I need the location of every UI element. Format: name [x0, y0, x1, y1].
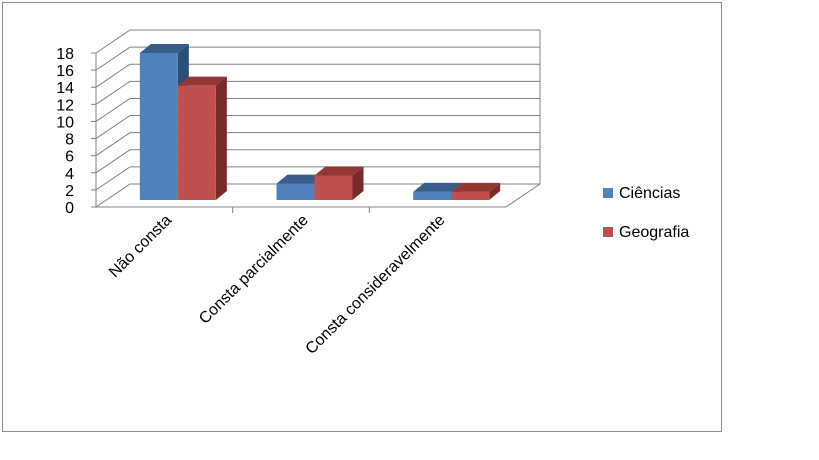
- bar-side-0-1: [215, 76, 227, 200]
- y-tick-label-7: 14: [56, 80, 74, 97]
- bar-top-2-1: [451, 182, 501, 192]
- y-tick-label-2: 4: [65, 166, 74, 183]
- gridline-depth-2: [95, 149, 131, 174]
- bar-1-1: [314, 175, 353, 200]
- category-label-2: Consta consideravelmente: [303, 212, 449, 358]
- bar-top-0-0: [139, 44, 189, 53]
- legend-swatch-1: [603, 227, 613, 237]
- gridline-depth-1: [95, 166, 131, 191]
- gridline-depth-0: [95, 183, 131, 208]
- gridline-depth-3: [95, 132, 131, 157]
- y-tick-label-3: 6: [65, 149, 74, 166]
- bar-top-1-1: [314, 166, 364, 176]
- gridline-depth-8: [95, 46, 131, 71]
- bar-side-1-1: [352, 166, 364, 200]
- legend-label-0: Ciências: [619, 185, 680, 202]
- y-tick-label-0: 0: [65, 200, 74, 217]
- gridline-depth-4: [95, 115, 131, 139]
- gridline-depth-6: [95, 80, 131, 105]
- bar-top-0-1: [177, 76, 227, 86]
- bar-0-0: [139, 53, 178, 200]
- y-tick-label-4: 8: [65, 132, 74, 149]
- bar-top-1-0: [276, 174, 326, 184]
- category-label-0: Não consta: [106, 212, 175, 281]
- gridline-depth-9: [95, 29, 131, 54]
- bar-side-2-1: [489, 182, 501, 200]
- y-tick-label-8: 16: [56, 63, 74, 80]
- bar-1-0: [276, 183, 315, 200]
- bar-2-0: [413, 191, 452, 200]
- category-label-1: Consta parcialmente: [196, 212, 312, 328]
- y-tick-label-5: 10: [56, 114, 74, 131]
- bar-2-1: [451, 191, 490, 200]
- bar-0-1: [177, 85, 216, 200]
- gridline-depth-5: [95, 98, 131, 122]
- floor-right-edge: [505, 183, 541, 208]
- y-tick-label-6: 12: [56, 97, 74, 114]
- legend-label-1: Geografia: [619, 224, 689, 241]
- chart-frame: [2, 2, 722, 432]
- y-tick-label-9: 18: [56, 46, 74, 63]
- gridline-depth-7: [95, 63, 131, 88]
- legend-swatch-0: [603, 188, 613, 198]
- y-tick-label-1: 2: [65, 183, 74, 200]
- bar-top-2-0: [413, 182, 463, 192]
